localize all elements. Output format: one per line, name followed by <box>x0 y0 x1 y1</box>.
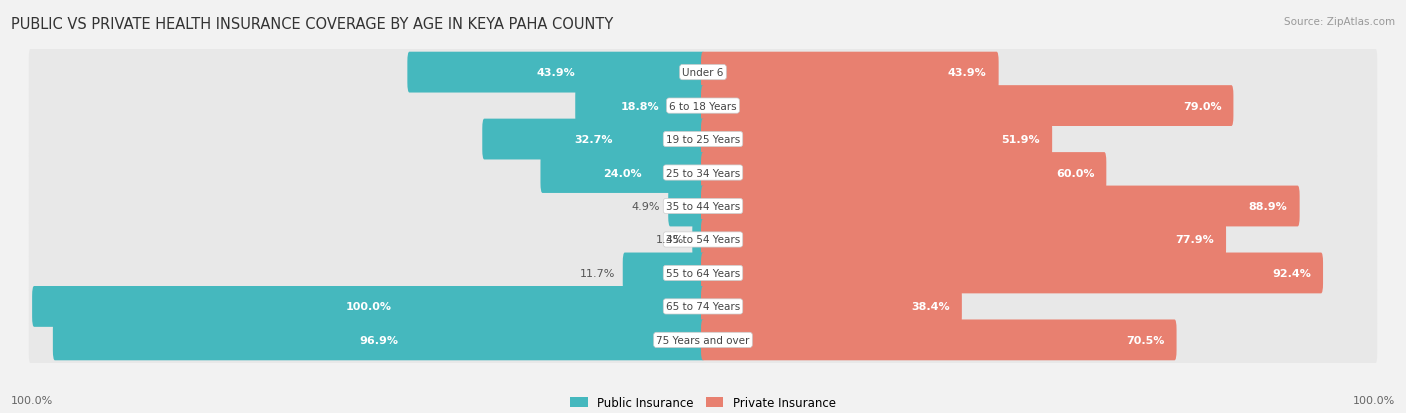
Text: 11.7%: 11.7% <box>579 268 614 278</box>
FancyBboxPatch shape <box>28 83 1378 130</box>
FancyBboxPatch shape <box>28 183 1378 230</box>
Text: 100.0%: 100.0% <box>346 301 391 312</box>
FancyBboxPatch shape <box>540 153 704 193</box>
FancyBboxPatch shape <box>28 216 1378 263</box>
Text: 100.0%: 100.0% <box>11 395 53 405</box>
FancyBboxPatch shape <box>702 220 1226 260</box>
Text: 43.9%: 43.9% <box>948 68 987 78</box>
FancyBboxPatch shape <box>702 86 1233 127</box>
Text: 6 to 18 Years: 6 to 18 Years <box>669 101 737 112</box>
Text: 60.0%: 60.0% <box>1056 168 1094 178</box>
FancyBboxPatch shape <box>28 283 1378 330</box>
FancyBboxPatch shape <box>702 119 1052 160</box>
Text: 1.3%: 1.3% <box>657 235 685 245</box>
Text: 18.8%: 18.8% <box>621 101 659 112</box>
Text: 35 to 44 Years: 35 to 44 Years <box>666 202 740 211</box>
Text: 75 Years and over: 75 Years and over <box>657 335 749 345</box>
Text: 43.9%: 43.9% <box>537 68 575 78</box>
FancyBboxPatch shape <box>702 253 1323 294</box>
FancyBboxPatch shape <box>692 220 704 260</box>
Text: 77.9%: 77.9% <box>1175 235 1213 245</box>
Text: 65 to 74 Years: 65 to 74 Years <box>666 301 740 312</box>
FancyBboxPatch shape <box>668 186 704 227</box>
Text: 51.9%: 51.9% <box>1001 135 1040 145</box>
Text: 4.9%: 4.9% <box>631 202 661 211</box>
Text: 70.5%: 70.5% <box>1126 335 1164 345</box>
Text: Source: ZipAtlas.com: Source: ZipAtlas.com <box>1284 17 1395 26</box>
Text: 25 to 34 Years: 25 to 34 Years <box>666 168 740 178</box>
Text: 24.0%: 24.0% <box>603 168 643 178</box>
FancyBboxPatch shape <box>702 320 1177 361</box>
FancyBboxPatch shape <box>28 49 1378 97</box>
Text: Under 6: Under 6 <box>682 68 724 78</box>
Text: 38.4%: 38.4% <box>911 301 950 312</box>
FancyBboxPatch shape <box>702 153 1107 193</box>
Text: 92.4%: 92.4% <box>1272 268 1310 278</box>
Text: PUBLIC VS PRIVATE HEALTH INSURANCE COVERAGE BY AGE IN KEYA PAHA COUNTY: PUBLIC VS PRIVATE HEALTH INSURANCE COVER… <box>11 17 613 31</box>
FancyBboxPatch shape <box>28 150 1378 197</box>
Text: 79.0%: 79.0% <box>1182 101 1222 112</box>
FancyBboxPatch shape <box>702 52 998 93</box>
Text: 55 to 64 Years: 55 to 64 Years <box>666 268 740 278</box>
FancyBboxPatch shape <box>28 249 1378 297</box>
FancyBboxPatch shape <box>408 52 704 93</box>
Text: 88.9%: 88.9% <box>1249 202 1288 211</box>
FancyBboxPatch shape <box>482 119 704 160</box>
FancyBboxPatch shape <box>702 186 1299 227</box>
Text: 100.0%: 100.0% <box>1353 395 1395 405</box>
Legend: Public Insurance, Private Insurance: Public Insurance, Private Insurance <box>565 392 841 413</box>
Text: 96.9%: 96.9% <box>360 335 398 345</box>
FancyBboxPatch shape <box>53 320 704 361</box>
FancyBboxPatch shape <box>32 286 704 327</box>
FancyBboxPatch shape <box>575 86 704 127</box>
FancyBboxPatch shape <box>702 286 962 327</box>
FancyBboxPatch shape <box>623 253 704 294</box>
Text: 45 to 54 Years: 45 to 54 Years <box>666 235 740 245</box>
Text: 32.7%: 32.7% <box>575 135 613 145</box>
Text: 19 to 25 Years: 19 to 25 Years <box>666 135 740 145</box>
FancyBboxPatch shape <box>28 116 1378 164</box>
FancyBboxPatch shape <box>28 316 1378 364</box>
